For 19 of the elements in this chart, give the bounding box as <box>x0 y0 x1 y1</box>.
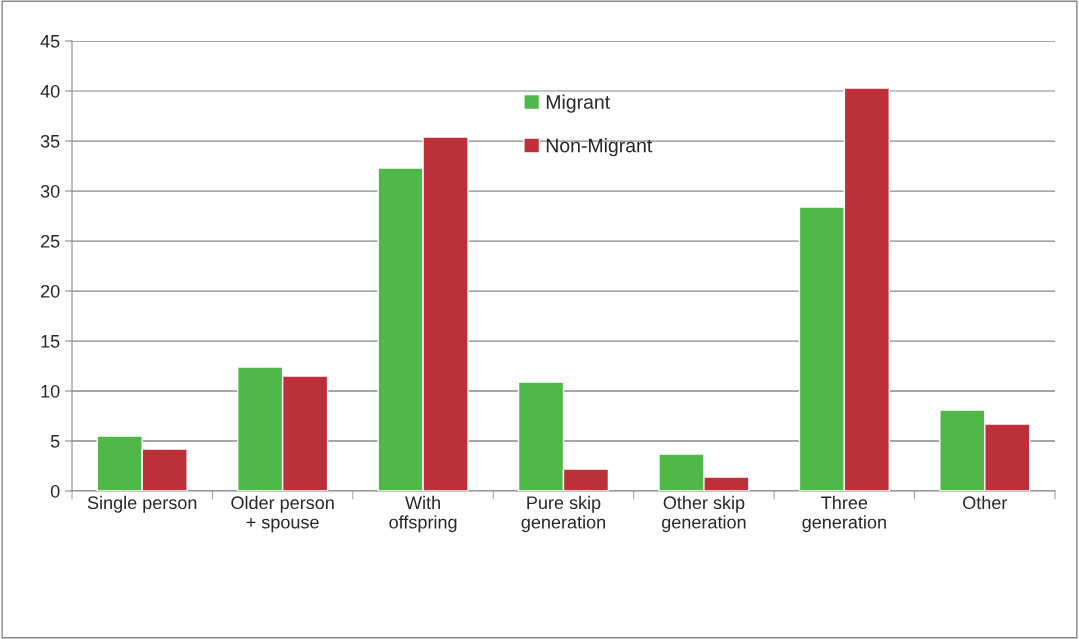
x-tick-label: Three generation <box>802 495 886 533</box>
y-tick-label: 10 <box>41 384 60 398</box>
y-tick-label: 20 <box>41 284 60 298</box>
y-tick-label: 35 <box>40 134 60 148</box>
x-tick-label: Other <box>963 495 1008 510</box>
legend-label: Migrant <box>546 94 610 113</box>
y-tick-label: 40 <box>40 84 60 98</box>
y-tick-label: 45 <box>40 35 60 48</box>
x-tick-label: Older person + spouse <box>231 495 334 533</box>
x-tick-label: Other skip generation <box>662 495 746 533</box>
y-tick-label: 15 <box>41 335 60 348</box>
x-tick-label: Pure skip generation <box>521 495 605 533</box>
legend-label: Non-Migrant <box>546 138 653 157</box>
y-tick-label: 0 <box>50 484 60 498</box>
y-tick-label: 5 <box>50 435 60 448</box>
x-tick-label: With offspring <box>389 495 457 533</box>
x-tick-label: Single person <box>87 495 197 513</box>
y-tick-label: 30 <box>40 184 60 198</box>
y-tick-label: 25 <box>41 234 60 248</box>
